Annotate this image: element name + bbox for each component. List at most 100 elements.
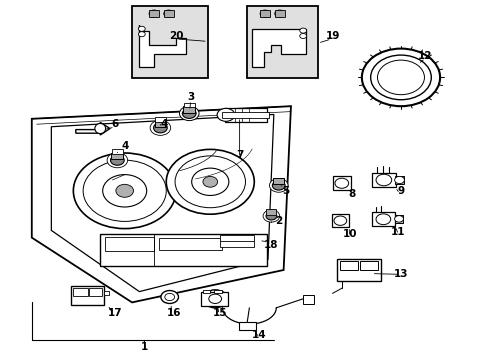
Circle shape bbox=[164, 293, 174, 301]
Bar bbox=[100, 234, 266, 266]
Text: 3: 3 bbox=[187, 92, 194, 102]
Bar bbox=[272, 178, 283, 184]
Text: 11: 11 bbox=[390, 227, 405, 237]
Bar bbox=[159, 238, 222, 250]
Bar bbox=[246, 6, 317, 78]
Text: 8: 8 bbox=[348, 189, 355, 199]
Circle shape bbox=[394, 176, 404, 184]
Text: 15: 15 bbox=[212, 308, 227, 318]
Bar bbox=[201, 292, 228, 306]
Bar bbox=[155, 117, 165, 122]
Circle shape bbox=[274, 10, 284, 17]
Bar bbox=[154, 121, 166, 127]
Bar bbox=[203, 290, 210, 293]
Bar bbox=[183, 103, 194, 107]
Circle shape bbox=[333, 216, 346, 225]
Circle shape bbox=[138, 26, 145, 31]
Bar bbox=[394, 215, 402, 223]
Circle shape bbox=[375, 174, 391, 186]
Circle shape bbox=[260, 10, 269, 17]
Text: 18: 18 bbox=[264, 240, 278, 250]
Text: 4: 4 bbox=[121, 141, 128, 151]
Circle shape bbox=[102, 175, 146, 207]
Bar bbox=[71, 286, 104, 305]
Polygon shape bbox=[139, 25, 185, 67]
Text: 6: 6 bbox=[111, 119, 118, 129]
Circle shape bbox=[179, 106, 199, 121]
Bar bbox=[337, 259, 381, 281]
Circle shape bbox=[375, 214, 390, 225]
Text: 5: 5 bbox=[282, 186, 289, 196]
Text: 1: 1 bbox=[141, 342, 147, 352]
Bar bbox=[371, 173, 395, 187]
Bar bbox=[394, 176, 403, 184]
Text: 2: 2 bbox=[275, 216, 282, 226]
Polygon shape bbox=[76, 122, 110, 135]
Bar bbox=[274, 10, 284, 17]
Circle shape bbox=[269, 179, 287, 192]
Circle shape bbox=[161, 291, 178, 303]
Bar bbox=[303, 295, 313, 304]
Bar bbox=[89, 288, 102, 296]
Polygon shape bbox=[251, 29, 305, 67]
Text: 12: 12 bbox=[417, 51, 432, 61]
Circle shape bbox=[217, 108, 234, 121]
Text: 9: 9 bbox=[397, 186, 404, 196]
Circle shape bbox=[377, 60, 424, 95]
Circle shape bbox=[153, 123, 167, 133]
Circle shape bbox=[203, 176, 217, 187]
Text: 7: 7 bbox=[235, 150, 243, 160]
Circle shape bbox=[175, 156, 245, 208]
Circle shape bbox=[263, 210, 279, 222]
Bar bbox=[371, 212, 394, 226]
Text: 20: 20 bbox=[168, 31, 183, 41]
Bar bbox=[360, 261, 378, 270]
Text: 4: 4 bbox=[160, 119, 167, 129]
Circle shape bbox=[334, 178, 348, 188]
Circle shape bbox=[83, 160, 166, 221]
Circle shape bbox=[272, 181, 285, 190]
Circle shape bbox=[208, 294, 221, 303]
Bar bbox=[220, 235, 254, 247]
Circle shape bbox=[107, 153, 127, 168]
Circle shape bbox=[394, 216, 403, 222]
Circle shape bbox=[361, 49, 439, 106]
Ellipse shape bbox=[95, 123, 105, 134]
Circle shape bbox=[110, 155, 124, 165]
Circle shape bbox=[166, 149, 254, 214]
Bar bbox=[222, 112, 268, 118]
Bar bbox=[214, 290, 221, 293]
Bar bbox=[238, 322, 256, 330]
Text: 16: 16 bbox=[166, 308, 181, 318]
Bar bbox=[112, 149, 122, 154]
Text: 13: 13 bbox=[393, 269, 407, 279]
Circle shape bbox=[163, 10, 173, 17]
Circle shape bbox=[182, 108, 196, 118]
Bar bbox=[111, 153, 123, 159]
Circle shape bbox=[370, 55, 430, 100]
Circle shape bbox=[299, 28, 306, 33]
Circle shape bbox=[138, 32, 145, 37]
Bar bbox=[104, 291, 109, 295]
Bar bbox=[73, 288, 87, 296]
Circle shape bbox=[191, 168, 228, 195]
Bar bbox=[265, 209, 276, 215]
Polygon shape bbox=[51, 114, 273, 292]
Bar bbox=[183, 106, 195, 113]
Circle shape bbox=[299, 33, 306, 39]
Circle shape bbox=[265, 212, 276, 220]
Circle shape bbox=[73, 153, 176, 229]
Circle shape bbox=[149, 10, 159, 17]
Bar bbox=[105, 237, 154, 251]
Text: 10: 10 bbox=[342, 229, 356, 239]
Circle shape bbox=[150, 120, 170, 135]
Bar bbox=[339, 261, 357, 270]
Bar bbox=[149, 10, 159, 17]
Bar bbox=[332, 176, 350, 190]
Circle shape bbox=[116, 184, 133, 197]
Text: 17: 17 bbox=[107, 308, 122, 318]
Text: 19: 19 bbox=[325, 31, 339, 41]
Text: 14: 14 bbox=[251, 330, 266, 340]
Bar bbox=[163, 10, 173, 17]
Polygon shape bbox=[32, 106, 290, 302]
